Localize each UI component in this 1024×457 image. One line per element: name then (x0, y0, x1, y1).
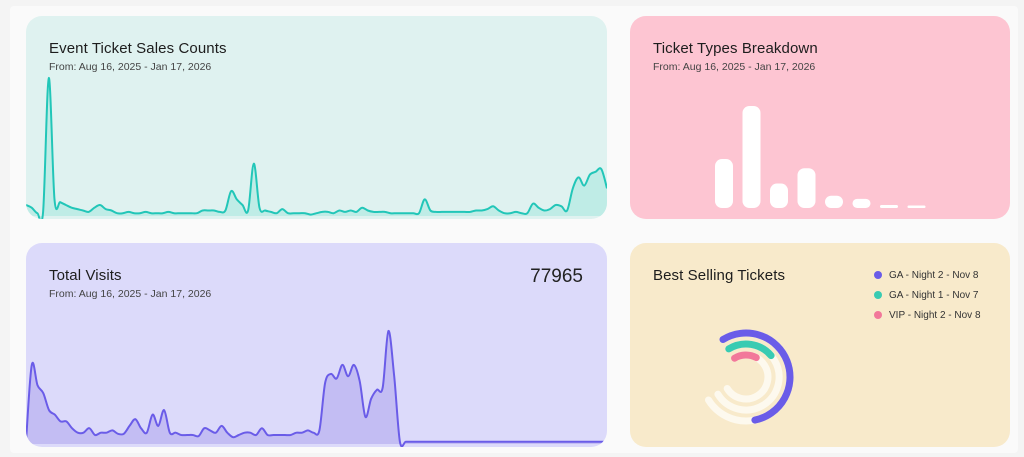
ticket-types-card: Ticket Types Breakdown From: Aug 16, 202… (630, 16, 1010, 219)
legend-item[interactable]: VIP - Night 2 - Nov 8 (874, 305, 981, 325)
types-card-date-range: From: Aug 16, 2025 - Jan 17, 2026 (653, 61, 816, 73)
legend-item[interactable]: GA - Night 2 - Nov 8 (874, 265, 981, 285)
radial-track (723, 351, 772, 403)
radial-bar[interactable] (725, 340, 775, 360)
best-selling-legend: GA - Night 2 - Nov 8 GA - Night 1 - Nov … (874, 265, 981, 325)
legend-dot-icon (874, 271, 882, 279)
radial-bar[interactable] (731, 351, 760, 362)
legend-label: GA - Night 2 - Nov 8 (889, 269, 979, 281)
sales-card-title: Event Ticket Sales Counts (49, 40, 227, 57)
visits-series-line (26, 329, 607, 447)
best-card-title: Best Selling Tickets (653, 267, 786, 284)
legend-label: VIP - Night 2 - Nov 8 (889, 309, 981, 321)
ticket-type-bar[interactable] (797, 168, 816, 208)
total-visits-card: Total Visits From: Aug 16, 2025 - Jan 17… (26, 243, 607, 447)
legend-item[interactable]: GA - Night 1 - Nov 7 (874, 285, 981, 305)
legend-dot-icon (874, 291, 882, 299)
visits-total-count: 77965 (530, 266, 583, 287)
legend-label: GA - Night 1 - Nov 7 (889, 289, 979, 301)
sales-series-line (26, 76, 607, 219)
visits-line-chart (26, 329, 607, 447)
ticket-type-bar[interactable] (852, 198, 871, 208)
ticket-type-bar[interactable] (825, 195, 843, 208)
radial-bar[interactable] (719, 329, 794, 424)
sales-area (26, 77, 607, 219)
sales-line-chart (26, 76, 607, 219)
visits-area (26, 330, 607, 447)
ticket-type-bar[interactable] (770, 183, 788, 208)
ticket-types-bar-chart (715, 106, 926, 209)
legend-dot-icon (874, 311, 882, 319)
ticket-type-bar[interactable] (742, 106, 761, 208)
best-selling-radial-chart (705, 329, 794, 425)
types-card-title: Ticket Types Breakdown (653, 40, 818, 57)
sales-count-card: Event Ticket Sales Counts From: Aug 16, … (26, 16, 607, 219)
ticket-type-bar[interactable] (907, 205, 926, 209)
ticket-type-bar[interactable] (715, 159, 733, 208)
sales-card-date-range: From: Aug 16, 2025 - Jan 17, 2026 (49, 61, 212, 73)
best-selling-card: Best Selling Tickets GA - Night 2 - Nov … (630, 243, 1010, 447)
ticket-type-bar[interactable] (880, 204, 898, 208)
visits-card-date-range: From: Aug 16, 2025 - Jan 17, 2026 (49, 288, 212, 300)
visits-card-title: Total Visits (49, 267, 122, 284)
